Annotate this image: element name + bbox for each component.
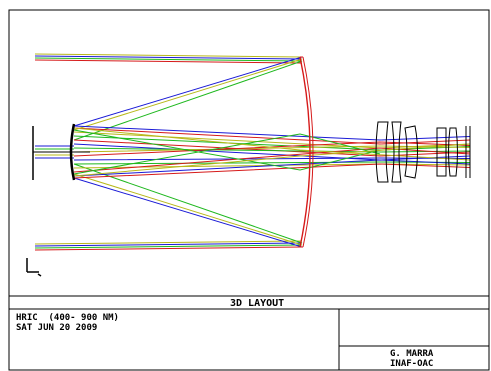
ray-path [73,125,471,141]
ray-path [34,53,303,58]
ray-path [73,177,303,248]
primary-mirror [299,56,314,248]
system-name: HRIC (400- 900 NM) [16,313,119,323]
ray-path [34,244,303,249]
ray-path [73,129,381,171]
ray-path [73,147,471,153]
ray-path [73,133,381,175]
corrector-lens-group [375,121,471,183]
ray-path [73,60,303,141]
ray-path [73,163,471,179]
ray-path [73,173,303,246]
ray-path [34,240,303,245]
ray-path [73,131,471,149]
ray-path [73,145,471,153]
plot-date: SAT JUN 20 2009 [16,323,98,333]
secondary-mirror [32,123,90,181]
ray-path [73,58,303,131]
layout-title: 3D LAYOUT [230,298,285,309]
ray-path [73,163,303,244]
coordinate-axes-icon [26,258,42,277]
ray-path [73,56,303,127]
ray-path [34,55,303,60]
organization-name: INAF-OAC [390,359,434,369]
plot-border [8,9,490,371]
author-name: G. MARRA [390,349,434,359]
ray-path [34,242,303,247]
ray-path [34,59,303,64]
ray-path [73,139,471,157]
ray-path [73,143,471,177]
ray-path [73,147,471,173]
ray-path [34,57,303,62]
ray-path [73,159,471,177]
ray-path [73,141,471,157]
ray-path [73,127,471,145]
ray-trace [34,53,471,251]
ray-path [34,246,303,251]
ray-path [73,127,471,161]
